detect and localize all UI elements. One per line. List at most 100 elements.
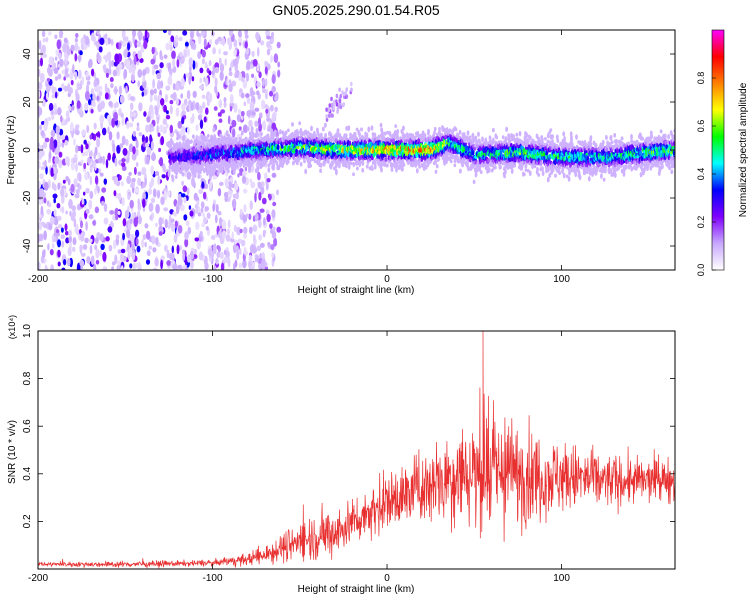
spectrogram-ridge-cell	[201, 164, 204, 170]
spectrogram-noise-cell	[209, 179, 212, 190]
spectrogram-ridge-cell	[352, 150, 356, 156]
spectrogram-noise-cell	[127, 194, 131, 201]
spectrogram-ridge-cell	[401, 166, 404, 172]
spectrogram-ridge-cell	[358, 132, 361, 138]
spectrogram-noise-cell	[266, 213, 271, 223]
spectrogram-ridge-cell	[298, 121, 302, 126]
spectrogram-noise-cell	[273, 237, 278, 247]
spectrogram-noise-cell	[80, 144, 84, 154]
spectrogram-noise-cell	[119, 253, 125, 263]
spectrogram-ridge-cell	[453, 163, 457, 168]
spectrogram-noise-cell	[135, 161, 139, 168]
spectrogram-noise-cell	[116, 264, 121, 270]
spectrogram-noise-cell	[150, 140, 154, 151]
spectrogram-noise-cell	[126, 229, 131, 238]
spectrogram-ridge-cell	[202, 167, 206, 174]
spectrogram-noise-cell	[265, 30, 271, 37]
spectrogram-ridge-cell	[394, 124, 398, 129]
spectrogram-noise-cell	[204, 107, 209, 115]
spectrogram-noise-cell	[94, 244, 98, 251]
spectrogram-ridge-cell	[474, 171, 478, 178]
spectrogram-ridge-cell	[381, 131, 384, 137]
spectrogram-noise-cell	[80, 159, 84, 164]
spectrogram-noise-cell	[63, 76, 66, 81]
spectrogram-noise-cell	[239, 88, 243, 93]
spectrogram-noise-cell	[92, 220, 96, 226]
spectrogram-noise-cell	[58, 52, 62, 60]
spectrogram-noise-cell	[38, 81, 43, 90]
spectrogram-noise-cell	[99, 37, 105, 46]
spectrogram-noise-cell	[137, 177, 142, 186]
spectrogram-noise-cell	[240, 92, 245, 99]
spectrogram-noise-cell	[261, 99, 266, 110]
spectrogram-noise-cell	[64, 59, 68, 65]
spectrogram-noise-cell	[88, 238, 93, 243]
spectrogram-noise-cell	[276, 189, 279, 196]
spectrogram-noise-cell	[61, 267, 66, 270]
spectrogram-ridge-cell	[307, 156, 311, 161]
spectrogram-noise-cell	[113, 190, 117, 197]
spectrogram-noise-cell	[112, 143, 116, 154]
spectrogram-noise-cell	[201, 49, 207, 58]
spectrogram-noise-cell	[146, 147, 152, 156]
spectrogram-noise-cell	[240, 110, 245, 117]
spectrogram-noise-cell	[172, 83, 177, 91]
spectrogram-ridge-cell	[488, 135, 492, 140]
spectrogram-noise-cell	[268, 90, 274, 97]
spectrogram-noise-cell	[143, 68, 147, 76]
spectrogram-ridge-cell	[268, 125, 271, 132]
spectrogram-noise-cell	[153, 64, 159, 70]
spectrogram-ridge-cell	[445, 131, 448, 136]
spectrogram-noise-cell	[242, 214, 248, 223]
spectrogram-noise-cell	[128, 171, 132, 176]
spectrogram-noise-cell	[68, 235, 72, 243]
spectrogram-noise-cell	[83, 102, 89, 111]
spectrogram-noise-cell	[227, 115, 231, 125]
spectrogram-noise-cell	[48, 202, 52, 208]
spectrogram-noise-cell	[133, 55, 137, 66]
spectrogram-ridge-cell	[220, 168, 224, 174]
spectrogram-noise-cell	[189, 251, 195, 260]
spectrogram-noise-cell	[121, 197, 125, 207]
spectrogram-noise-cell	[154, 257, 159, 267]
spectrogram-noise-cell	[113, 175, 119, 185]
spectrogram-noise-cell	[65, 110, 70, 120]
spectrogram-noise-cell	[40, 130, 45, 137]
spectrogram-noise-cell	[81, 129, 87, 136]
spectrogram-noise-cell	[83, 139, 87, 145]
spectrogram-ridge-cell	[472, 179, 476, 185]
spectrogram-noise-cell	[258, 191, 262, 201]
spectrogram-noise-cell	[271, 252, 275, 258]
spectrogram-noise-cell	[150, 177, 155, 187]
spectrogram-noise-cell	[113, 61, 118, 67]
spectrogram-noise-cell	[158, 94, 162, 100]
spectrogram-noise-cell	[256, 46, 260, 57]
spectrogram-ridge-cell	[332, 166, 336, 171]
spectrogram-noise-cell	[242, 259, 247, 269]
spectrogram-ridge-cell	[459, 168, 462, 174]
spectrogram-noise-cell	[217, 188, 222, 197]
spectrogram-noise-cell	[265, 91, 268, 100]
spectrogram-noise-cell	[101, 187, 107, 193]
spectrogram-noise-cell	[245, 72, 250, 82]
spectrogram-noise-cell	[191, 176, 195, 187]
spectrogram-ridge-cell	[435, 132, 439, 137]
spectrogram-noise-cell	[91, 101, 96, 108]
spectrogram-noise-cell	[135, 262, 139, 269]
spectrogram-ridge-cell	[492, 137, 495, 144]
spectrogram-noise-cell	[270, 243, 275, 251]
spectrogram-noise-cell	[104, 56, 108, 64]
spectrogram-ridge-cell	[207, 164, 211, 170]
spectrogram-noise-cell	[162, 30, 167, 34]
spectrogram-noise-cell	[241, 239, 246, 247]
spectrogram-noise-cell	[270, 54, 273, 64]
spectrogram-noise-cell	[187, 226, 192, 235]
spectrogram-noise-cell	[261, 121, 266, 130]
spectrogram-noise-cell	[233, 262, 236, 270]
spectrogram-noise-cell	[212, 203, 215, 212]
spectrogram-noise-cell	[135, 229, 140, 238]
spectrogram-ridge-cell	[428, 137, 432, 142]
spectrogram-noise-cell	[85, 143, 89, 150]
spectrogram-ridge-cell	[284, 130, 288, 135]
spectrogram-noise-cell	[98, 46, 103, 53]
